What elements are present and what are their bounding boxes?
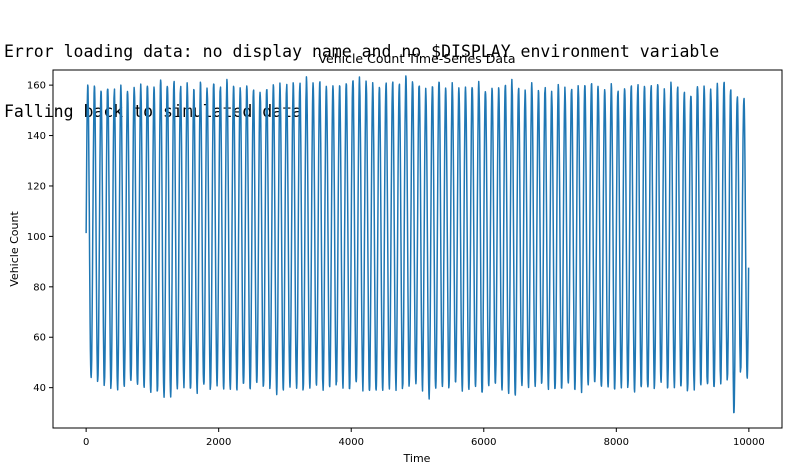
y-tick-label: 60 xyxy=(33,333,46,344)
x-tick-label: 0 xyxy=(83,437,89,448)
error-message: Error loading data: no display name and … xyxy=(4,42,720,61)
y-tick-label: 80 xyxy=(33,282,46,293)
y-tick-label: 160 xyxy=(27,81,46,92)
x-tick-label: 2000 xyxy=(206,437,231,448)
x-axis: 0 2000 4000 6000 8000 10000 xyxy=(83,428,765,448)
y-tick-label: 140 xyxy=(27,131,46,142)
x-tick-label: 4000 xyxy=(339,437,364,448)
plot-area xyxy=(85,75,750,414)
x-tick-label: 10000 xyxy=(733,437,765,448)
axes-frame xyxy=(52,69,783,429)
vehicle-count-series-line xyxy=(85,75,750,414)
y-tick-label: 120 xyxy=(27,181,46,192)
y-tick-label: 100 xyxy=(27,232,46,243)
y-axis: 40 60 80 100 120 140 160 xyxy=(27,81,53,394)
x-axis-label: Time xyxy=(403,452,431,465)
chart: Vehicle Count Time-Series Data 0 2000 4000… xyxy=(8,51,783,465)
x-tick-label: 6000 xyxy=(471,437,496,448)
chart-title: Vehicle Count Time-Series Data xyxy=(318,51,515,66)
y-axis-label: Vehicle Count xyxy=(8,211,21,287)
y-tick-label: 40 xyxy=(33,383,46,394)
console-output: Error loading data: no display name and … xyxy=(4,2,719,142)
x-tick-label: 8000 xyxy=(604,437,629,448)
